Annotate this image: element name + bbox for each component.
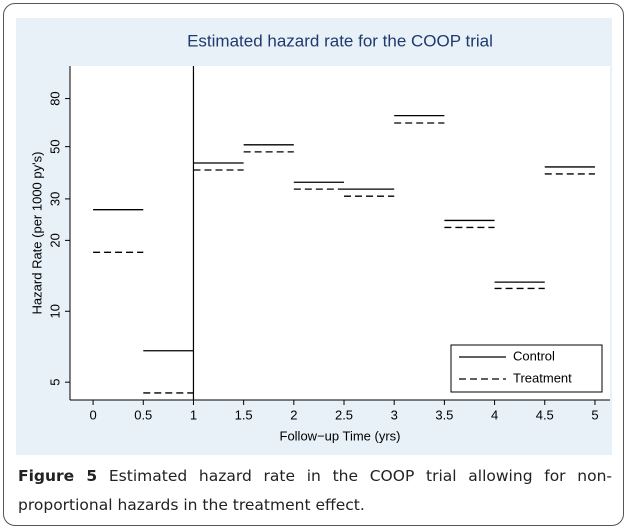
y-tick-label: 10	[47, 304, 62, 318]
y-tick-label: 20	[47, 233, 62, 247]
x-tick-label: 4.5	[536, 407, 554, 422]
plot-area	[70, 66, 610, 400]
chart-title: Estimated hazard rate for the COOP trial	[187, 31, 493, 50]
x-tick-label: 3.5	[435, 407, 453, 422]
x-tick-label: 1.5	[235, 407, 253, 422]
y-tick-label: 80	[47, 91, 62, 105]
x-axis-label: Follow−up Time (yrs)	[280, 428, 401, 443]
y-tick-label: 50	[47, 139, 62, 153]
x-tick-label: 3	[391, 407, 398, 422]
legend-box	[450, 344, 603, 393]
chart: Estimated hazard rate for the COOP trial…	[16, 18, 612, 455]
x-tick-label: 4	[491, 407, 498, 422]
x-tick-label: 2.5	[335, 407, 353, 422]
x-tick-label: 0	[89, 407, 96, 422]
x-tick-label: 1	[190, 407, 197, 422]
x-tick-label: 5	[591, 407, 598, 422]
figure-frame	[3, 3, 624, 526]
legend-label: Control	[513, 348, 555, 363]
caption-text: Estimated hazard rate in the COOP trial …	[18, 467, 612, 514]
y-tick-label: 5	[47, 379, 62, 386]
x-tick-label: 2	[290, 407, 297, 422]
caption-label: Figure 5	[18, 467, 98, 485]
y-tick-label: 30	[47, 192, 62, 206]
legend-label: Treatment	[513, 370, 572, 385]
y-axis-label: Hazard Rate (per 1000 py's)	[29, 152, 44, 315]
caption: Figure 5 Estimated hazard rate in the CO…	[18, 462, 612, 520]
x-tick-label: 0.5	[134, 407, 152, 422]
